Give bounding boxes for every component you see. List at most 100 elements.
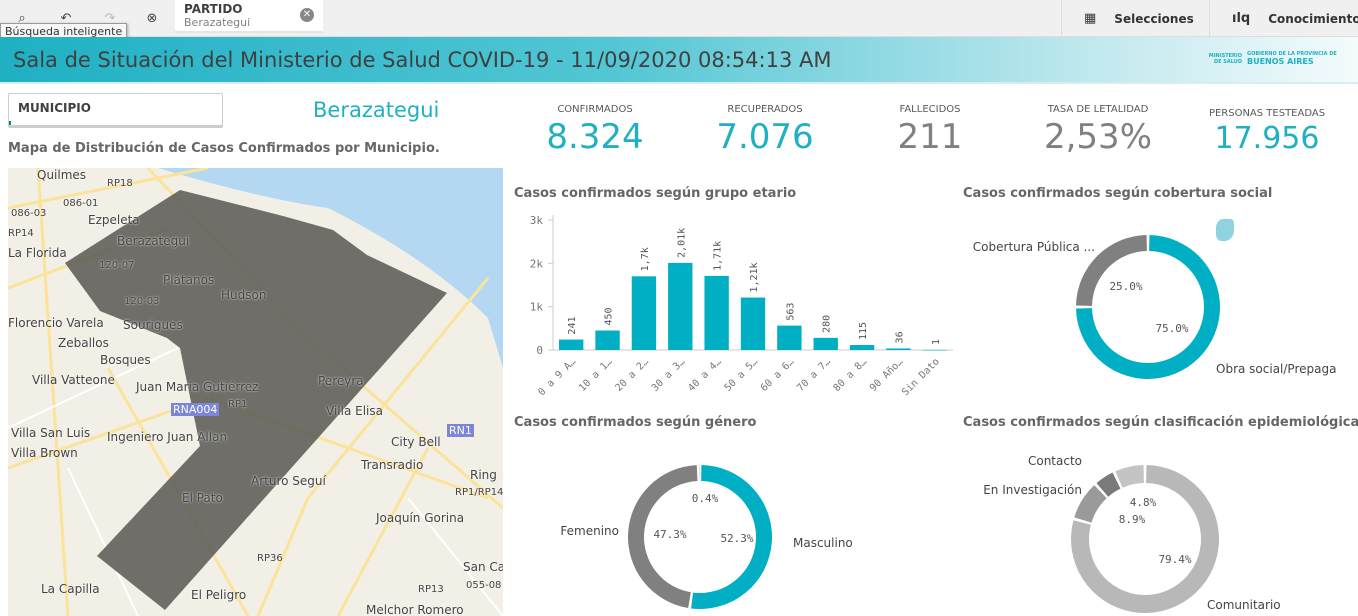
undo-icon: ↶	[60, 11, 72, 26]
slice-name: Cobertura Pública ...	[973, 240, 1095, 254]
slice-percent: 25.0%	[1109, 280, 1142, 293]
slice-name: En Investigación	[983, 483, 1082, 497]
y-tick-label: 0	[536, 344, 543, 357]
page-title: Sala de Situación del Ministerio de Salu…	[13, 48, 832, 72]
map-label: Arturo Seguí	[251, 474, 326, 488]
map-label: Berazategui	[117, 234, 190, 248]
bar	[886, 348, 911, 350]
data-label: 1,7k	[640, 247, 651, 271]
data-label: 1	[931, 339, 942, 345]
category-label: 70 a 7…	[795, 356, 833, 394]
gender-chart-title: Casos confirmados según género	[514, 415, 757, 430]
data-label: 2,01k	[676, 228, 687, 258]
map-label: El Pato	[182, 491, 223, 505]
map-base	[8, 168, 503, 616]
search-icon: ⌕	[18, 11, 26, 26]
age-chart-title: Casos confirmados según grupo etario	[514, 186, 797, 201]
step-back-button[interactable]: ↶	[44, 0, 88, 37]
toolbar: ⌕ ↶ ↷ ⊗ PARTIDO Berazategui ✕ ▦ Seleccion…	[0, 0, 1358, 37]
slice-name: Obra social/Prepaga	[1216, 362, 1336, 376]
step-forward-button[interactable]: ↷	[88, 0, 132, 37]
selection-value: Berazategui	[184, 16, 251, 29]
map-label: Quilmes	[37, 168, 87, 182]
category-label: 60 a 6…	[759, 356, 797, 394]
kpi-value: 7.076	[716, 117, 814, 157]
map-label: La Capilla	[41, 582, 100, 596]
bar	[704, 275, 729, 350]
y-tick-label: 3k	[530, 214, 544, 227]
bar	[559, 339, 584, 350]
donut-slice	[1096, 472, 1121, 497]
selections-label: Selecciones	[1114, 11, 1194, 26]
data-label: 1,71k	[713, 241, 724, 271]
slice-name: Contacto	[1028, 454, 1082, 468]
close-icon[interactable]: ✕	[300, 8, 314, 22]
clear-selections-button[interactable]: ⊗	[130, 0, 174, 37]
map[interactable]: Quilmes RP18 086-01 086-03 Ezpeleta RP14 Beraz…	[8, 168, 503, 616]
kpi-label: CONFIRMADOS	[557, 104, 633, 115]
map-label: Florencio Varela	[8, 316, 104, 330]
slice-percent: 8.9%	[1119, 513, 1146, 526]
map-label: La Florida	[8, 246, 67, 260]
kpi-value: 17.956	[1214, 121, 1320, 156]
category-label: Sin Dato	[900, 356, 942, 398]
data-label: 36	[894, 331, 905, 343]
map-label: Ezpeleta	[88, 213, 140, 227]
kpi-label: RECUPERADOS	[727, 104, 803, 115]
logo-province: BUENOS AIRES	[1247, 57, 1314, 66]
kpi-value: 211	[897, 117, 963, 157]
map-label: Transradio	[361, 458, 424, 472]
map-label: RP36	[257, 553, 283, 564]
insights-icon: ılq	[1232, 11, 1251, 26]
map-label: Villa San Luis	[11, 426, 91, 440]
kpi-label: TASA DE LETALIDAD	[1047, 104, 1149, 115]
category-label: 0 a 9 A…	[536, 356, 578, 398]
kpi-label: PERSONAS TESTEADAS	[1208, 108, 1326, 119]
selections-button[interactable]: ▦ Selecciones	[1061, 0, 1209, 37]
age-bar-chart: 0 1k 2k 3k 241 0 a 9 A… 450 10 a 1… 1,7k 20 a 2… 2…	[530, 214, 953, 398]
map-label: Bosques	[100, 353, 151, 367]
coverage-chart-title: Casos confirmados según cobertura social	[963, 186, 1273, 201]
municipio-filter[interactable]: MUNICIPIO	[8, 93, 223, 126]
map-label: El Peligro	[191, 588, 247, 602]
map-label: RP14	[8, 228, 34, 239]
map-label: RP1/RP14	[455, 487, 503, 498]
map-title: Mapa de Distribución de Casos Confirmado…	[8, 141, 440, 156]
slice-percent: 79.4%	[1158, 553, 1191, 566]
filter-label: MUNICIPIO	[18, 101, 91, 115]
logo-gov: GOBIERNO DE LA PROVINCIA DE	[1247, 51, 1337, 57]
bar	[740, 297, 766, 350]
map-label: Pereyra	[318, 374, 364, 388]
insights-button[interactable]: ılq Conocimientos	[1209, 0, 1358, 37]
category-label: 80 a 8…	[832, 356, 870, 394]
map-label: Juan María Gutiérrez	[136, 380, 259, 394]
berazategui-region[interactable]	[65, 190, 447, 610]
kpi-value: 2,53%	[1043, 117, 1152, 157]
map-label: 055-08	[466, 580, 502, 591]
selection-tab[interactable]: PARTIDO Berazategui ✕	[175, 0, 323, 33]
kpi-tasa-de-letalidad: TASA DE LETALIDAD 2,53%	[1018, 104, 1178, 157]
banner: Sala de Situación del Ministerio de Salu…	[0, 37, 1358, 241]
insights-label: Conocimientos	[1268, 11, 1358, 26]
map-label: Villa Elisa	[326, 404, 383, 418]
water	[158, 168, 503, 368]
road-shield: RNA004	[171, 403, 220, 416]
slice-name: Femenino	[560, 524, 619, 538]
donut-slice	[628, 465, 698, 609]
category-label: 30 a 3…	[650, 356, 688, 394]
map-label: 086-03	[11, 208, 47, 219]
map-label: Melchor Romero	[366, 603, 464, 616]
map-label: Hudson	[221, 288, 267, 302]
category-label: 90 Año…	[868, 356, 906, 394]
bar	[595, 330, 620, 350]
road-shield: RN1	[447, 424, 474, 437]
smart-search-button[interactable]: ⌕	[0, 0, 44, 37]
slice-percent: 0.4%	[692, 492, 719, 505]
bar	[849, 345, 875, 350]
data-label: 563	[785, 303, 796, 321]
data-label: 115	[858, 322, 869, 340]
y-tick-label: 2k	[530, 257, 544, 270]
data-label: 241	[567, 316, 578, 334]
donut-slice	[1074, 485, 1107, 523]
map-label: RP18	[107, 178, 133, 189]
